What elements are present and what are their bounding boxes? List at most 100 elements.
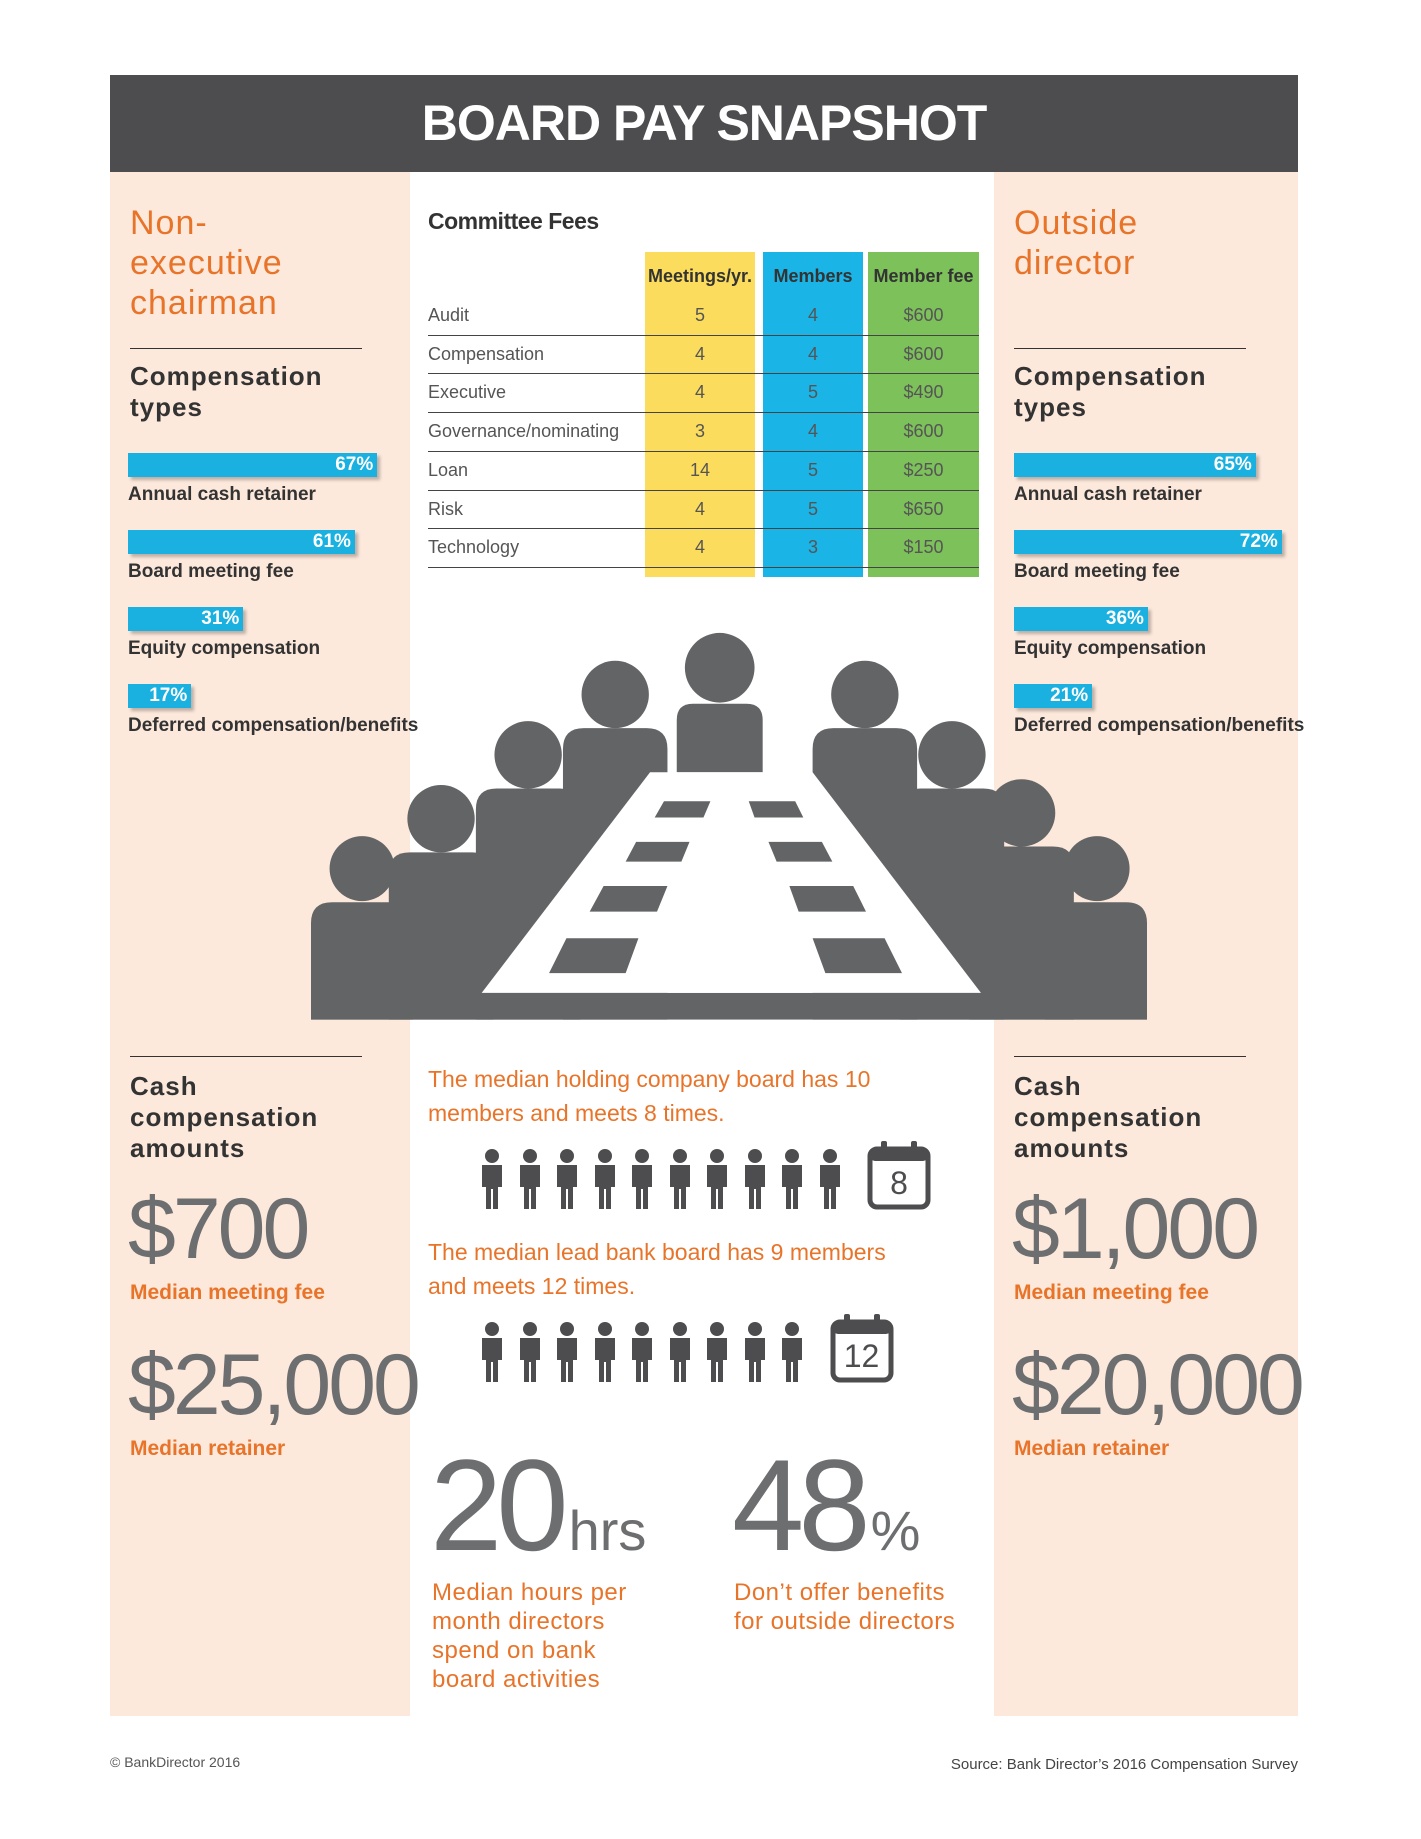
stat-text: Median hours per month directors spend o… (432, 1579, 627, 1693)
row-rule (428, 489, 979, 491)
table-column (645, 252, 755, 577)
types-heading: Compensation types (130, 361, 323, 422)
row-rule (428, 450, 979, 452)
row-rule (428, 373, 979, 375)
row-rule (428, 567, 979, 568)
person-icon (557, 1149, 577, 1209)
column-header: Member fee (873, 266, 974, 286)
amount: $700 (128, 1181, 310, 1277)
amount: $1,000 (1012, 1181, 1260, 1277)
amount-label: Median meeting fee (130, 1281, 325, 1304)
row-rule (428, 334, 979, 336)
rule (1014, 1056, 1246, 1057)
table-cell: 14 (689, 459, 711, 480)
table-title: Committee Fees (428, 208, 599, 234)
calendar-number: 12 (843, 1338, 880, 1374)
calendar-number: 8 (890, 1165, 908, 1201)
person-icon (744, 1149, 765, 1209)
stat: 20 hrs (430, 1430, 646, 1580)
rule (130, 348, 362, 349)
table-cell: 4 (807, 343, 818, 364)
bar: 67% (128, 453, 378, 477)
table-cell: 4 (694, 498, 705, 519)
bar-label: Deferred compensation/benefits (128, 715, 419, 736)
board-text: The median holding company board has 10 … (428, 1066, 871, 1126)
person-icon (594, 1149, 615, 1209)
bar: 17% (128, 684, 192, 708)
bar-label: Board meeting fee (1014, 561, 1180, 582)
table-cell: 4 (694, 537, 705, 558)
table-cell: 4 (694, 382, 705, 403)
table-shape (481, 772, 981, 993)
table-cell: $250 (903, 459, 944, 480)
table-cell: 3 (694, 421, 705, 442)
column-header: Members (773, 266, 853, 286)
panel-heading: Outside director (1014, 204, 1139, 282)
table-cell: $650 (903, 498, 944, 519)
table-cell: 5 (694, 305, 705, 325)
cash-heading: Cash compensation amounts (130, 1071, 319, 1163)
row-label: Risk (428, 498, 463, 519)
person-icon (482, 1322, 502, 1382)
table-cell: 4 (807, 305, 818, 325)
header (110, 75, 1298, 172)
person-icon (519, 1149, 540, 1209)
stat: 48% (732, 1430, 920, 1580)
bar: 72% (1014, 530, 1282, 554)
person-icon (707, 1149, 727, 1209)
person-icon (632, 1149, 652, 1209)
person-icon (782, 1322, 802, 1382)
table-cell: 3 (807, 537, 818, 558)
bar-value: 72% (1239, 531, 1278, 552)
footer-left: © BankDirector 2016 (110, 1754, 241, 1770)
person-icon (744, 1322, 765, 1382)
row-rule (428, 528, 979, 530)
table-cell: $150 (903, 537, 944, 558)
boardroom-icon (311, 632, 1147, 1020)
rule (1014, 348, 1246, 349)
person-icon (594, 1322, 615, 1382)
table-cell: 5 (807, 459, 818, 480)
table-column (763, 252, 863, 577)
panel-heading: Non-executive chairman (130, 204, 283, 322)
row-label: Governance/nominating (428, 421, 620, 442)
table-cell: $600 (903, 343, 944, 364)
bar-label: Equity compensation (128, 638, 321, 659)
bar-value: 21% (1050, 685, 1089, 706)
person-icon (707, 1322, 727, 1382)
bar-value: 61% (312, 531, 351, 552)
bar-label: Annual cash retainer (128, 484, 316, 505)
person-icon (669, 1149, 690, 1209)
row-label: Executive (428, 382, 507, 403)
bar: 65% (1014, 453, 1256, 477)
row-label: Loan (428, 459, 469, 480)
stat-unit: % (870, 1499, 921, 1562)
table-cell: 5 (807, 382, 818, 403)
bar-label: Equity compensation (1014, 638, 1207, 659)
bar-value: 36% (1105, 608, 1144, 629)
board-text: The median lead bank board has 9 members… (428, 1239, 886, 1299)
table-cell: 5 (807, 498, 818, 519)
table-cell: 4 (807, 421, 818, 442)
amount: $20,000 (1012, 1337, 1305, 1433)
bar: 31% (128, 607, 244, 631)
table-cell: $490 (903, 382, 944, 403)
stat-number: 48 (732, 1432, 871, 1578)
amount-label: Median retainer (1014, 1437, 1170, 1460)
row-rule (428, 412, 979, 414)
table-cell: $600 (903, 305, 944, 325)
person-icon (632, 1322, 652, 1382)
row-label: Compensation (428, 343, 545, 364)
bar-label: Board meeting fee (128, 561, 294, 582)
bar-label: Annual cash retainer (1014, 484, 1202, 505)
person-icon (519, 1322, 540, 1382)
bar: 36% (1014, 607, 1148, 631)
amount-label: Median meeting fee (1014, 1281, 1209, 1304)
footer-right: Source: Bank Director’s 2016 Compensatio… (950, 1756, 1298, 1773)
stat-text: Don’t offer benefits for outside directo… (734, 1579, 956, 1635)
bar: 61% (128, 530, 355, 554)
bar-label: Deferred compensation/benefits (1014, 715, 1305, 736)
bar: 21% (1014, 684, 1093, 708)
types-heading: Compensation types (1014, 361, 1207, 422)
